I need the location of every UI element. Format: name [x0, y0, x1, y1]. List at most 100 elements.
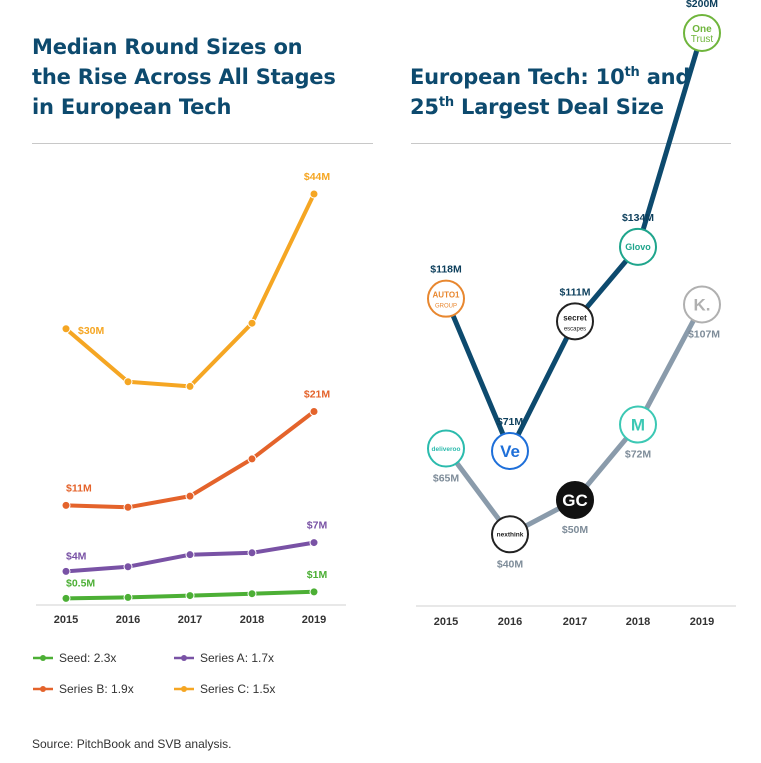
logo-auto1-group-subtext: GROUP: [435, 304, 457, 310]
right-label-tenth-2017: $111M: [560, 286, 591, 298]
left-x-tick-2015: 2015: [54, 614, 78, 626]
right-title-line1-pre: European Tech: 10: [410, 65, 625, 89]
right-line-tenth: [443, 30, 705, 454]
logo-secret-escapes-icon: [556, 302, 594, 341]
logo-glovo-icon: [619, 227, 657, 266]
left-point-series-a-2017: [185, 550, 195, 560]
left-point-series-c-2015: [61, 324, 71, 334]
right-x-tick-2019: 2019: [690, 616, 714, 628]
left-point-series-a-2018: [247, 548, 257, 558]
left-x-tick-2017: 2017: [178, 614, 202, 626]
right-x-tick-2018: 2018: [626, 616, 650, 628]
left-label-end-series-a: $7M: [307, 520, 328, 532]
legend-series-c-swatch: [174, 686, 194, 692]
logo-gocardless-icon: [556, 481, 594, 519]
left-line-series-c: [64, 192, 316, 389]
right-label-twentyfifth-2019: $107M: [688, 328, 720, 340]
left-point-series-b-2019: [309, 407, 319, 417]
left-title-divider: [32, 143, 373, 144]
right-x-tick-2015: 2015: [434, 616, 458, 628]
logo-deliveroo-icon: [427, 429, 465, 468]
right-label-twentyfifth-2015: $65M: [433, 473, 460, 485]
left-label-start-series-a: $4M: [66, 550, 87, 562]
legend-series-b-swatch: [33, 686, 53, 692]
left-label-start-series-c: $30M: [78, 325, 105, 337]
left-point-series-b-2016: [123, 502, 133, 512]
source-note: Source: PitchBook and SVB analysis.: [32, 737, 232, 751]
logo-nexthink-text: nexthink: [497, 532, 524, 539]
left-label-end-series-b: $21M: [304, 389, 331, 401]
right-label-tenth-2018: $134M: [622, 212, 654, 224]
legend-series-c-label: Series C: 1.5x: [200, 682, 276, 696]
right-label-tenth-2016: $71M: [497, 416, 524, 428]
right-chart-title: European Tech: 10th and 25th Largest Dea…: [410, 62, 750, 122]
right-title-line1-post: and: [639, 65, 691, 89]
right-title-line2-post: Largest Deal Size: [453, 95, 664, 119]
logo-gocardless-text: GC: [562, 491, 588, 510]
logo-onetrust-text: One: [692, 24, 712, 35]
left-point-series-b-2017: [185, 491, 195, 501]
left-point-series-b-2018: [247, 454, 257, 464]
logo-vestiaire-collective-icon: [491, 431, 529, 470]
right-label-tenth-2019: $200M: [686, 0, 718, 10]
logo-klarna-icon: [683, 285, 721, 324]
left-title-line-3: in European Tech: [32, 95, 232, 119]
left-label-end-series-c: $44M: [304, 171, 331, 183]
left-point-seed-2017: [185, 591, 195, 601]
left-point-seed-2016: [123, 592, 133, 602]
legend-seed: Seed: 2.3x: [32, 651, 116, 665]
right-title-divider: [411, 143, 731, 144]
legend-series-b: Series B: 1.9x: [32, 682, 134, 696]
left-point-series-a-2015: [61, 566, 71, 576]
right-title-line1-sup: th: [624, 65, 640, 80]
left-label-start-series-b: $11M: [66, 482, 92, 494]
logo-auto1-group-icon: [427, 279, 465, 318]
logo-mirakl-icon: [619, 405, 657, 444]
left-chart-title: Median Round Sizes on the Rise Across Al…: [32, 32, 352, 122]
left-point-seed-2019: [309, 587, 319, 597]
left-point-series-c-2016: [123, 377, 133, 387]
left-point-seed-2018: [247, 589, 257, 599]
legend-series-b-label: Series B: 1.9x: [59, 682, 134, 696]
logo-vestiaire-collective-text: Ve: [500, 442, 520, 461]
legend-seed-label: Seed: 2.3x: [59, 651, 117, 665]
right-label-twentyfifth-2017: $50M: [562, 524, 589, 536]
left-x-tick-2016: 2016: [116, 614, 140, 626]
right-title-line2-pre: 25: [410, 95, 439, 119]
left-point-series-c-2019: [309, 189, 319, 199]
legend-series-c: Series C: 1.5x: [173, 682, 275, 696]
logo-deliveroo-text: deliveroo: [432, 446, 461, 453]
logo-onetrust-icon: [683, 14, 721, 52]
logo-secret-escapes-subtext: escapes: [564, 326, 586, 332]
legend-series-a-label: Series A: 1.7x: [200, 651, 275, 665]
logo-nexthink-icon: [491, 515, 529, 554]
left-x-tick-2018: 2018: [240, 614, 264, 626]
left-point-series-a-2016: [123, 562, 133, 572]
left-title-line-2: the Rise Across All Stages: [32, 65, 336, 89]
left-point-series-c-2018: [247, 318, 257, 328]
legend-series-a-swatch: [174, 655, 194, 661]
logo-mirakl-text: M: [631, 416, 645, 435]
right-label-tenth-2015: $118M: [430, 264, 462, 276]
left-x-tick-2019: 2019: [302, 614, 326, 626]
right-x-tick-2016: 2016: [498, 616, 522, 628]
logo-onetrust-subtext: Trust: [691, 34, 714, 45]
left-title-line-1: Median Round Sizes on: [32, 35, 303, 59]
logo-auto1-group-text: AUTO1: [433, 291, 461, 300]
logo-glovo-text: Glovo: [625, 242, 651, 252]
right-x-tick-2017: 2017: [563, 616, 587, 628]
logo-klarna-text: K.: [694, 296, 711, 315]
right-label-twentyfifth-2018: $72M: [625, 449, 652, 461]
left-point-seed-2015: [61, 593, 71, 603]
left-point-series-a-2019: [309, 538, 319, 548]
legend-seed-swatch: [33, 655, 53, 661]
logo-secret-escapes-text: secret: [563, 313, 587, 322]
left-point-series-c-2017: [185, 381, 195, 391]
right-label-twentyfifth-2016: $40M: [497, 558, 524, 570]
legend-series-a: Series A: 1.7x: [173, 651, 274, 665]
left-label-end-seed: $1M: [307, 569, 328, 581]
left-label-start-seed: $0.5M: [66, 577, 95, 589]
right-title-line2-sup: th: [438, 95, 454, 110]
left-point-series-b-2015: [61, 500, 71, 510]
